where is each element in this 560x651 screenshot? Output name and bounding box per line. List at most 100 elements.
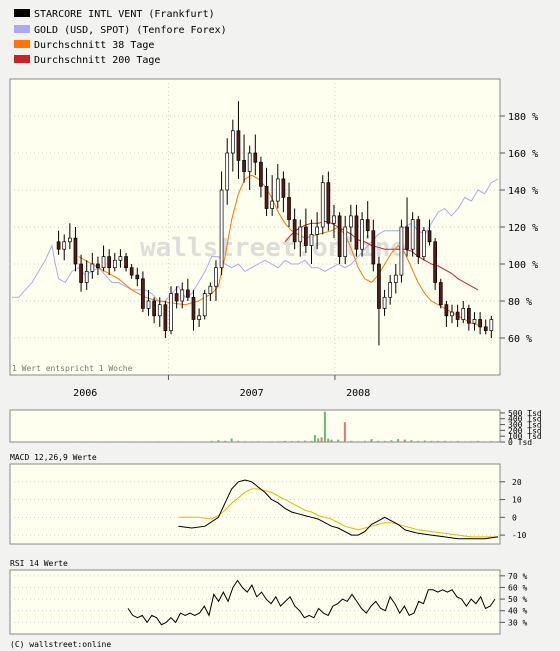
candle-body (230, 130, 235, 154)
macd-panel (9, 463, 501, 545)
candle (438, 278, 443, 309)
candle-body (186, 289, 190, 298)
y-tick-label: 400 Tsd (508, 415, 542, 424)
legend-label-3: Durchschnitt 200 Tage (34, 55, 160, 66)
y-tick-label: 500 Tsd (508, 409, 542, 418)
volume-bar (357, 441, 360, 442)
volume-bar (390, 440, 393, 442)
candle-body (304, 226, 308, 246)
candle-body (163, 304, 168, 331)
candle-body (247, 152, 252, 172)
candle (67, 223, 72, 250)
candle (214, 260, 218, 301)
candle-body (377, 263, 381, 309)
candle (287, 182, 291, 227)
y-tick-label: 70 % (508, 572, 527, 581)
volume-bar (443, 440, 446, 442)
candle (253, 134, 258, 176)
candle-body (146, 300, 151, 309)
candle (309, 219, 314, 264)
candle (410, 212, 415, 257)
candle (489, 315, 494, 338)
candle-body (214, 267, 218, 287)
candle (348, 204, 353, 242)
candle-body (112, 259, 117, 269)
candle-body (101, 256, 106, 269)
volume-bar (290, 441, 293, 442)
volume-bar (463, 441, 466, 442)
legend-label-2: Durchschnitt 38 Tage (34, 40, 154, 51)
volume-bar (330, 439, 333, 442)
volume-bar (350, 440, 353, 442)
candle (320, 175, 325, 235)
volume-bar (397, 439, 400, 442)
volume-bar (323, 411, 326, 442)
candle (191, 289, 196, 331)
y-tick-label: 40 % (508, 607, 527, 616)
candle (393, 264, 398, 294)
volume-bar (410, 440, 413, 442)
candle-body (197, 315, 201, 320)
candle (56, 230, 61, 255)
candle (377, 256, 381, 346)
volume-bar (230, 438, 233, 442)
y-tick-label: 120 % (508, 223, 538, 234)
macd-line (178, 479, 499, 540)
volume-bar (403, 439, 406, 442)
candle (101, 245, 106, 272)
volume-bar (310, 440, 313, 442)
volume-bar (184, 441, 187, 443)
candle (270, 175, 275, 216)
candle-body (478, 319, 482, 328)
candle (236, 101, 241, 179)
volume-bar (204, 441, 207, 442)
candle-body (427, 230, 432, 243)
y-tick-label: 10 (512, 496, 522, 505)
candle-body (96, 263, 100, 269)
candle-body (365, 219, 370, 232)
candle-body (337, 215, 342, 257)
candle-body (405, 226, 409, 250)
candle (382, 289, 387, 316)
candle (433, 238, 437, 290)
macd-plot: -10 0 10 20 (10, 478, 527, 540)
candle-body (382, 296, 387, 309)
candle (326, 171, 331, 231)
candle (118, 249, 123, 268)
candle-body (84, 271, 89, 283)
candle (281, 171, 286, 213)
volume-bar (217, 440, 220, 442)
volume-bar (244, 441, 247, 442)
y-tick-label: 100 % (508, 260, 538, 271)
candle (62, 234, 67, 261)
candle-body (73, 237, 78, 265)
volume-bar (423, 440, 426, 442)
volume-bar (97, 441, 100, 443)
candle-body (461, 308, 466, 320)
rsi-line (127, 579, 496, 626)
candle-body (62, 241, 67, 250)
volume-bar (497, 441, 499, 442)
volume-bar (383, 440, 386, 442)
candle-body (169, 293, 173, 331)
candle (315, 212, 319, 250)
volume-bar (144, 441, 147, 442)
candle-body (208, 285, 213, 294)
volume-bar (137, 441, 140, 443)
candle (242, 134, 246, 183)
candle (360, 212, 364, 257)
candle-body (388, 282, 393, 298)
volume-bar (190, 441, 193, 442)
candle (275, 164, 280, 209)
candle (388, 275, 393, 305)
volume-bar (210, 440, 213, 442)
candle (472, 312, 477, 331)
volume-bar (313, 435, 316, 442)
candle (84, 260, 89, 290)
candle-body (56, 241, 61, 250)
candle-body (135, 274, 140, 280)
y-tick-label: 0 (512, 513, 517, 522)
volume-bar (370, 439, 373, 442)
volume-bar (363, 440, 366, 442)
